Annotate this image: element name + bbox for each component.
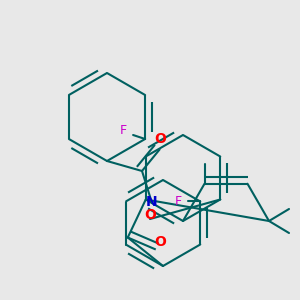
Text: O: O	[154, 132, 166, 146]
Text: O: O	[154, 235, 166, 248]
Text: F: F	[175, 195, 182, 208]
Text: N: N	[146, 194, 158, 208]
Text: O: O	[144, 208, 156, 222]
Text: F: F	[119, 124, 127, 137]
